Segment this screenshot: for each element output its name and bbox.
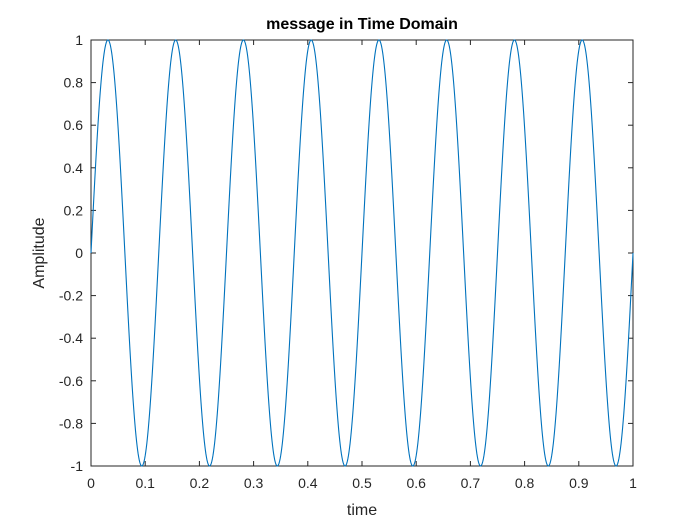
y-tick-label: -0.2 (59, 288, 83, 304)
x-tick-label: 1 (629, 475, 637, 491)
y-tick-label: -0.4 (59, 330, 83, 346)
chart-title: message in Time Domain (266, 16, 458, 33)
y-tick-label: 0 (75, 245, 83, 261)
x-tick-label: 0.9 (569, 475, 589, 491)
x-tick-label: 0.1 (135, 475, 155, 491)
x-tick-label: 0.2 (190, 475, 210, 491)
y-tick-label: 0.6 (64, 117, 84, 133)
x-tick-label: 0.6 (406, 475, 426, 491)
x-tick-label: 0.4 (298, 475, 318, 491)
y-tick-label: -0.8 (59, 415, 83, 431)
x-tick-label: 0.5 (352, 475, 372, 491)
x-tick-label: 0.8 (515, 475, 535, 491)
y-tick-label: -0.6 (59, 373, 83, 389)
x-tick-label: 0.3 (244, 475, 264, 491)
x-tick-label: 0.7 (461, 475, 481, 491)
y-tick-label: 0.4 (64, 160, 84, 176)
y-axis-label: Amplitude (31, 217, 48, 288)
y-tick-label: 0.8 (64, 75, 84, 91)
plot-area: 0 0.1 0.2 0.3 0.4 0.5 0.6 0.7 0.8 0.9 1 -1 -0.8 -0.6 -… (59, 32, 637, 491)
y-tick-label: 1 (75, 32, 83, 48)
y-tick-label: -1 (71, 458, 84, 474)
series-line (90, 39, 634, 467)
y-tick-label: 0.2 (64, 202, 84, 218)
x-axis-label: time (347, 502, 377, 519)
x-tick-label: 0 (87, 475, 95, 491)
